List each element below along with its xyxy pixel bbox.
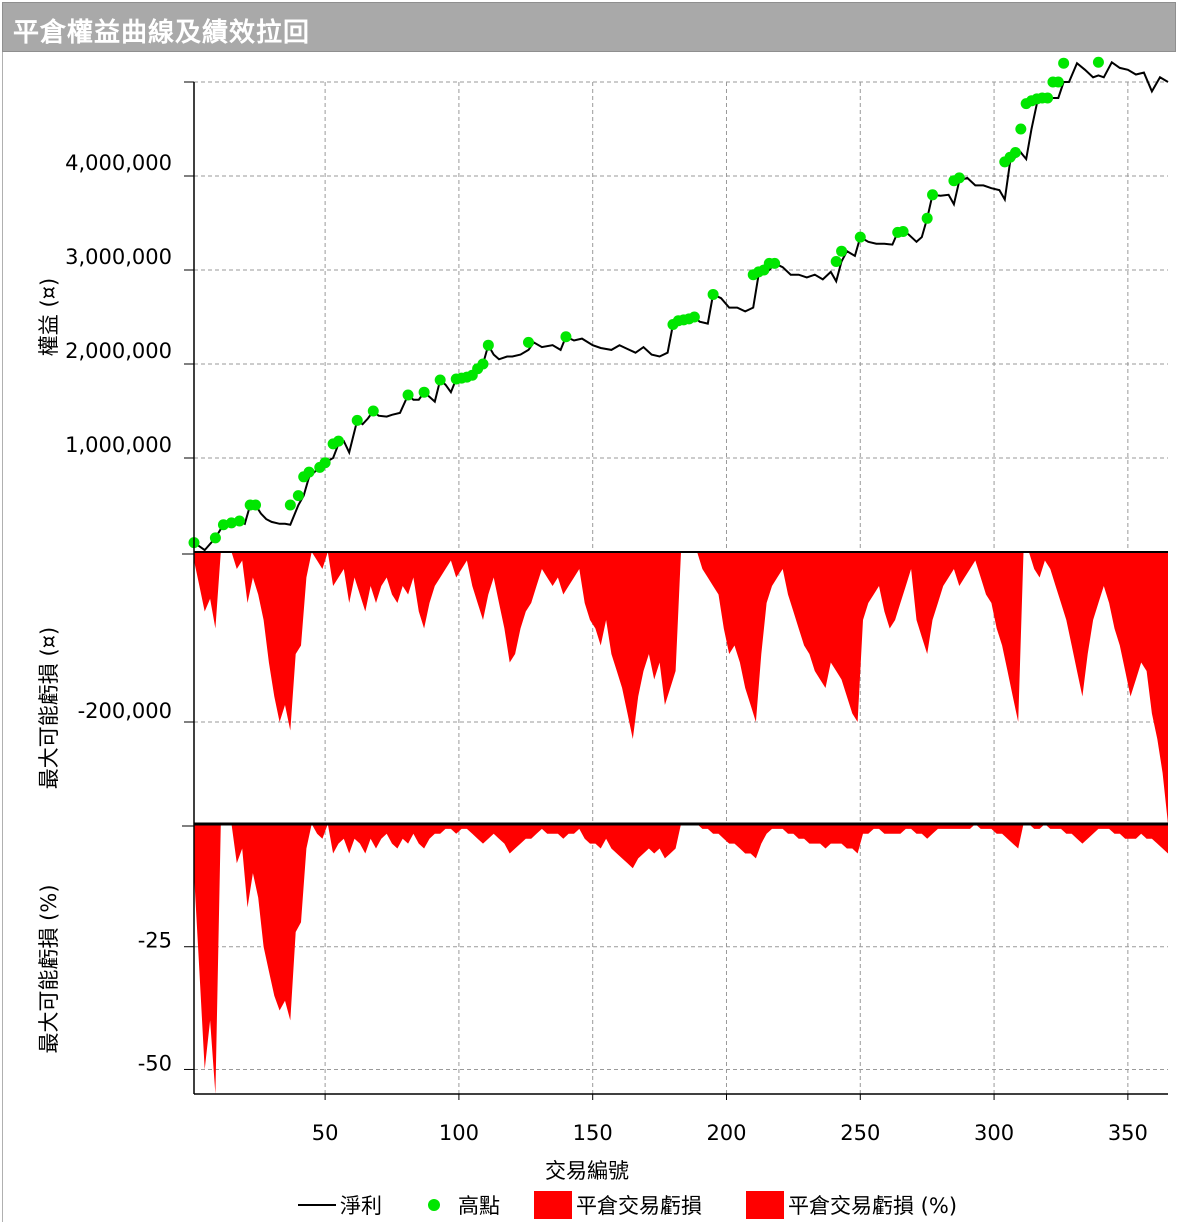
equity-high-marker [897, 225, 909, 237]
equity-high-marker [402, 389, 414, 401]
legend-box-swatch [534, 1191, 572, 1219]
equity-high-marker [250, 499, 262, 511]
equity-high-marker [1092, 56, 1104, 68]
net-profit-line [193, 60, 1169, 552]
equity-high-marker [209, 532, 221, 544]
equity-high-marker [1052, 76, 1064, 88]
y-axis-label: 權益 (¤) [37, 278, 61, 356]
y-axis-label: 最大可能虧損 (¤) [37, 627, 61, 789]
legend-dot-swatch [428, 1199, 440, 1211]
legend-label: 高點 [458, 1194, 500, 1218]
equity-high-marker [830, 256, 842, 268]
equity-high-marker [418, 386, 430, 398]
legend-label: 平倉交易虧損 [576, 1194, 702, 1218]
equity-high-marker [303, 466, 315, 478]
equity-high-marker [707, 288, 719, 300]
equity-high-marker [434, 374, 446, 386]
equity-high-marker [332, 435, 344, 447]
y-tick-label: 3,000,000 [65, 245, 172, 269]
equity-high-marker [1009, 147, 1021, 158]
closed-trade-loss-pct-area [194, 824, 1168, 1094]
legend-box-swatch [746, 1191, 784, 1219]
x-tick-label: 50 [312, 1121, 339, 1145]
x-tick-label: 200 [706, 1121, 746, 1145]
x-tick-label: 100 [439, 1121, 479, 1145]
equity-high-marker [560, 331, 572, 343]
x-axis-label: 交易編號 [545, 1159, 629, 1183]
legend-label: 淨利 [340, 1194, 382, 1218]
x-tick-label: 350 [1108, 1121, 1148, 1145]
y-tick-label: -25 [138, 929, 172, 953]
equity-high-marker [921, 212, 933, 224]
equity-high-marker [836, 245, 848, 257]
equity-high-marker [233, 515, 245, 527]
equity-high-marker [927, 189, 939, 201]
closed-trade-loss-area [194, 552, 1168, 824]
equity-high-marker [1042, 92, 1054, 104]
y-tick-label: 2,000,000 [65, 339, 172, 363]
equity-high-marker [953, 172, 965, 184]
x-tick-label: 300 [974, 1121, 1014, 1145]
equity-high-marker [292, 490, 304, 502]
equity-high-marker [319, 457, 331, 469]
equity-high-marker [854, 231, 866, 243]
y-tick-label: -200,000 [78, 699, 172, 723]
y-tick-label: 4,000,000 [65, 151, 172, 175]
equity-high-marker [769, 257, 781, 269]
window-title: 平倉權益曲線及績效拉回 [13, 18, 311, 48]
equity-high-marker [1058, 57, 1070, 69]
legend-label: 平倉交易虧損 (%) [788, 1194, 957, 1218]
y-axis-label: 最大可能虧損 (%) [37, 884, 61, 1053]
equity-high-marker [284, 499, 296, 511]
equity-high-marker [1015, 123, 1027, 135]
x-tick-label: 250 [840, 1121, 880, 1145]
x-tick-label: 150 [573, 1121, 613, 1145]
equity-high-marker [482, 339, 494, 351]
equity-high-marker [477, 358, 489, 370]
equity-high-marker [367, 405, 379, 417]
equity-high-marker [688, 311, 700, 323]
window-title-bar: 平倉權益曲線及績效拉回 [2, 2, 1176, 52]
window-border [2, 52, 3, 1222]
equity-high-marker [351, 414, 363, 426]
y-tick-label: 1,000,000 [65, 433, 172, 457]
y-tick-label: -50 [138, 1051, 172, 1075]
equity-high-marker [522, 336, 534, 348]
